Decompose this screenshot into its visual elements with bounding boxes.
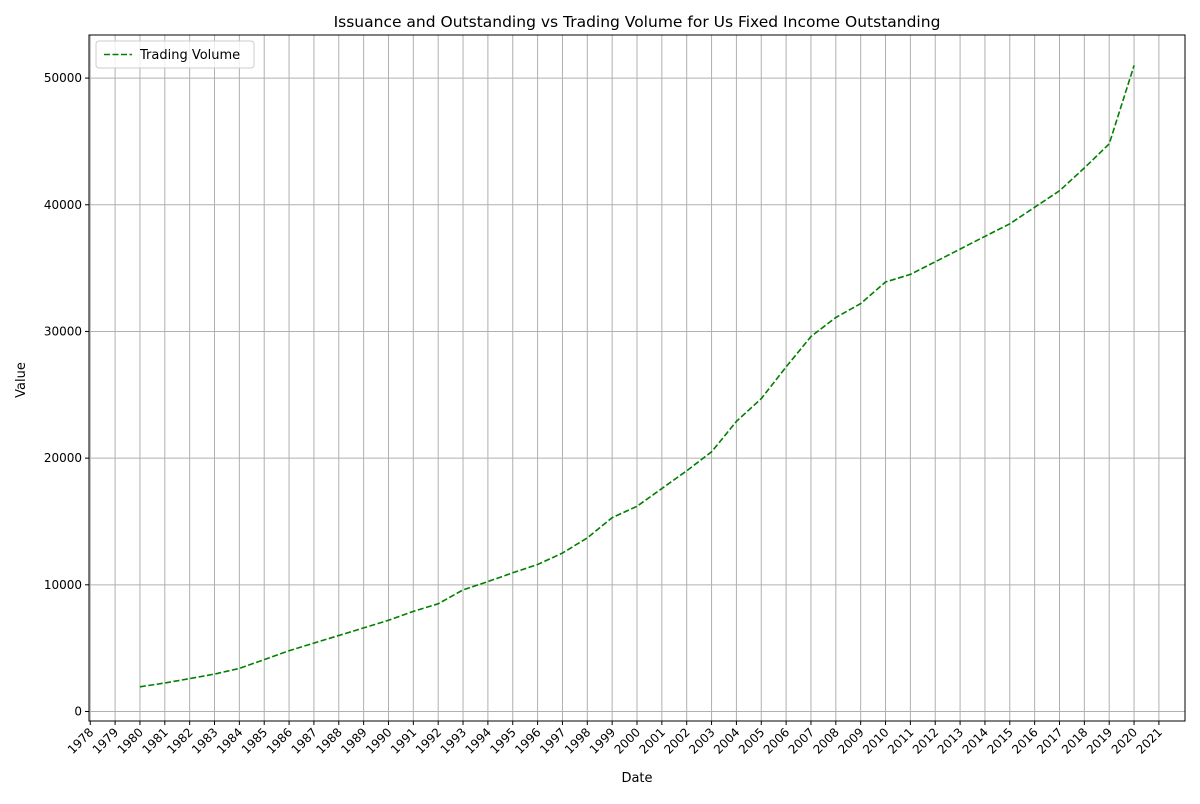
x-tick-label: 2014 [960,725,991,756]
y-tick-label: 20000 [44,451,82,465]
x-tick-label: 1981 [139,725,170,756]
x-tick-label: 1987 [289,725,320,756]
x-tick-label: 2010 [860,725,891,756]
y-tick-label: 10000 [44,578,82,592]
y-axis-label: Value [14,362,29,398]
y-axis: 0 10000 20000 30000 40000 50000 [44,71,89,718]
x-tick-label: 2019 [1084,725,1115,756]
x-tick-label: 1986 [264,725,295,756]
x-tick-label: 1992 [413,725,444,756]
series-line-trading-volume [139,65,1135,688]
x-tick-label: 2017 [1034,725,1065,756]
x-tick-label: 1999 [587,725,618,756]
x-tick-label: 2003 [686,725,717,756]
x-tick-label: 2001 [636,725,667,756]
y-tick-label: 40000 [44,198,82,212]
x-tick-label: 1980 [115,725,146,756]
x-tick-label: 2000 [612,725,643,756]
x-tick-label: 1979 [90,725,121,756]
x-tick-label: 2002 [661,725,692,756]
x-tick-label: 2006 [761,725,792,756]
x-tick-label: 1997 [537,725,568,756]
x-tick-label: 2007 [786,725,817,756]
x-tick-label: 1994 [463,725,494,756]
x-tick-label: 1989 [338,725,369,756]
x-tick-label: 2005 [736,725,767,756]
y-tick-label: 30000 [44,324,82,338]
x-tick-label: 2015 [984,725,1015,756]
x-tick-label: 1985 [239,725,270,756]
series-layer [139,65,1135,688]
x-tick-label: 1984 [214,725,245,756]
x-tick-label: 1991 [388,725,419,756]
x-tick-label: 2021 [1134,725,1165,756]
x-tick-label: 1978 [65,725,96,756]
x-tick-label: 1995 [487,725,518,756]
legend: Trading Volume [95,40,255,69]
x-tick-label: 2009 [835,725,866,756]
x-axis-label: Date [621,771,652,786]
x-tick-label: 2012 [910,725,941,756]
x-tick-label: 1990 [363,725,394,756]
grid [89,35,1185,721]
x-tick-label: 2004 [711,725,742,756]
x-tick-label: 2018 [1059,725,1090,756]
legend-label: Trading Volume [139,48,240,63]
legend-box [95,40,255,69]
x-axis: 1978197919801981198219831984198519861987… [65,721,1165,757]
x-tick-label: 2016 [1009,725,1040,756]
x-tick-label: 1996 [512,725,543,756]
y-tick-label: 0 [74,704,82,718]
x-tick-label: 2020 [1109,725,1140,756]
y-tick-label: 50000 [44,71,82,85]
x-tick-label: 1982 [164,725,195,756]
x-tick-label: 2008 [810,725,841,756]
x-tick-label: 2011 [885,725,916,756]
x-tick-label: 2013 [935,725,966,756]
x-tick-label: 1993 [438,725,469,756]
x-tick-label: 1988 [313,725,344,756]
x-tick-label: 1998 [562,725,593,756]
chart-title: Issuance and Outstanding vs Trading Volu… [334,13,941,31]
x-tick-label: 1983 [189,725,220,756]
